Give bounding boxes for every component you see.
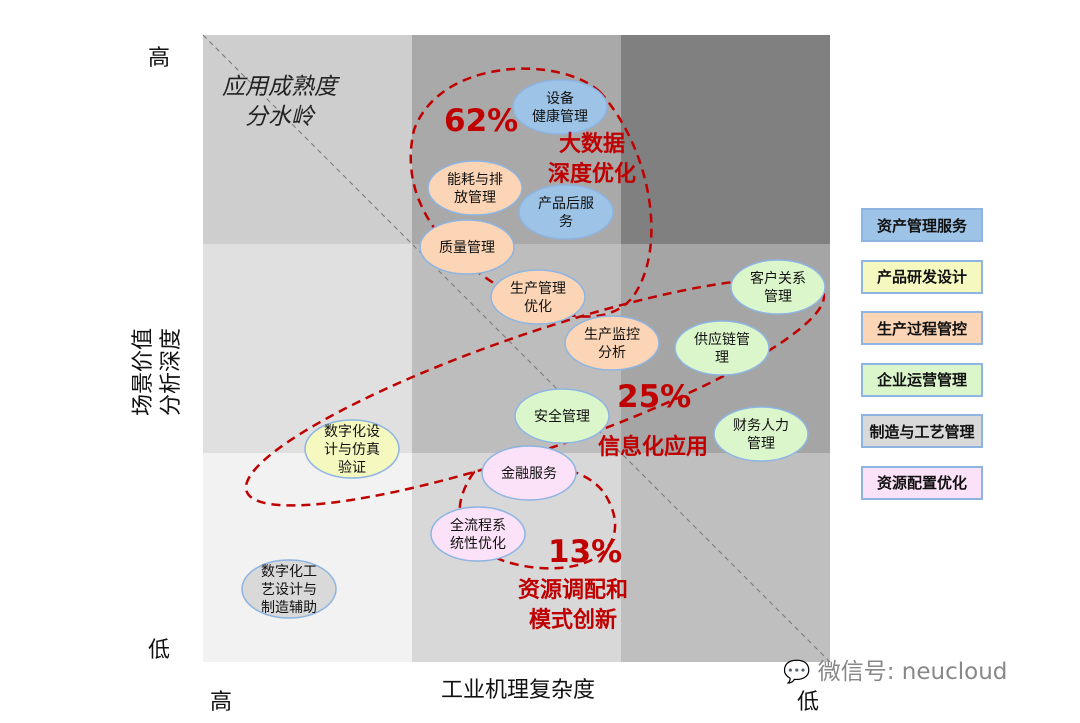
- legend-item: 资产管理服务: [861, 208, 983, 242]
- group-label-25: 信息化应用: [598, 435, 709, 460]
- scenario-label: 数字化工: [261, 564, 317, 580]
- scenario-label: 能耗与排: [447, 172, 503, 188]
- x-axis-title: 工业机理复杂度: [441, 678, 596, 703]
- scenario-ellipse: [564, 315, 660, 371]
- scenario-label: 理: [715, 350, 729, 366]
- scenario-label: 生产监控: [584, 327, 640, 343]
- watershed-label-line-2: 分水岭: [245, 104, 314, 130]
- scenario-ellipse: [490, 269, 586, 325]
- scenario-label: 财务人力: [733, 418, 789, 434]
- y-axis-title-line-1: 场景价值: [131, 328, 156, 417]
- scenario-label: 供应链管: [694, 331, 750, 348]
- group-label-62-line-2: 深度优化: [548, 162, 637, 187]
- scenario-ellipse: [674, 320, 770, 376]
- group-label-62: 大数据 深度优化: [548, 130, 636, 190]
- scenario-label: 数字化设: [324, 424, 380, 440]
- group-label-13-line-1: 资源调配和: [518, 578, 629, 603]
- matrix-cell: [203, 244, 412, 453]
- scenario-ellipse: [518, 184, 614, 240]
- scenario-label: 艺设计与: [261, 582, 317, 598]
- scenario-label: 优化: [524, 299, 552, 315]
- group-label-13-line-2: 模式创新: [529, 608, 618, 633]
- wechat-watermark: 💬 微信号: neucloud: [783, 652, 1007, 686]
- legend-item: 企业运营管理: [861, 362, 983, 397]
- x-axis-low: 低: [797, 690, 820, 715]
- y-axis-title: 场景价值 分析深度: [130, 322, 186, 422]
- scenario-bubble: 安全管理: [514, 388, 610, 444]
- scenario-label: 质量管理: [439, 240, 495, 256]
- scenario-ellipse: [304, 419, 400, 479]
- scenario-label: 全流程系: [450, 517, 506, 534]
- wechat-account: 微信号: neucloud: [817, 659, 1008, 685]
- scenario-ellipse: [730, 259, 826, 315]
- group-percent-13: 13%: [548, 534, 623, 570]
- group-loop-62: [409, 67, 653, 318]
- scenario-label: 计与仿真: [324, 442, 380, 458]
- x-axis-high: 高: [210, 690, 233, 715]
- scenario-ellipse: [713, 406, 809, 462]
- matrix-cell: [621, 35, 830, 244]
- scenario-label: 管理: [764, 289, 792, 305]
- scenario-label: 健康管理: [532, 108, 588, 125]
- scenario-bubble: 金融服务: [481, 445, 577, 501]
- scenario-label: 分析: [598, 345, 626, 361]
- scenario-label: 管理: [747, 436, 775, 452]
- scenario-label: 客户关系: [750, 270, 806, 287]
- group-percent-62: 62%: [444, 103, 519, 139]
- scenario-label: 验证: [338, 460, 366, 476]
- group-label-13: 资源调配和 模式创新: [518, 576, 628, 636]
- watershed-diagonal: [202, 34, 831, 663]
- legend-item: 资源配置优化: [861, 465, 983, 500]
- scenario-label: 生产管理: [510, 281, 566, 297]
- scenario-label: 金融服务: [501, 466, 557, 482]
- y-axis-high: 高: [148, 46, 171, 71]
- y-axis-title-line-2: 分析深度: [159, 328, 184, 417]
- scenario-ellipse: [241, 559, 337, 619]
- matrix-cell: [203, 453, 412, 662]
- scenario-ellipse: [481, 445, 577, 501]
- scenario-label: 安全管理: [534, 408, 590, 425]
- wechat-icon: 💬: [783, 660, 811, 685]
- scenario-label: 务: [559, 214, 573, 230]
- scenario-ellipse: [514, 388, 610, 444]
- scenario-ellipse: [512, 79, 608, 135]
- scenario-ellipse: [419, 219, 515, 275]
- scenario-ellipse: [430, 506, 526, 562]
- group-percent-25: 25%: [617, 379, 692, 415]
- scenario-bubble: 质量管理: [419, 219, 515, 275]
- watershed-label-line-1: 应用成熟度: [222, 74, 337, 100]
- y-axis-low: 低: [148, 638, 171, 663]
- scenario-label: 制造辅助: [261, 600, 317, 616]
- scenario-label: 设备: [546, 90, 574, 107]
- scenario-label: 放管理: [454, 190, 496, 206]
- legend-item: 产品研发设计: [861, 259, 983, 294]
- legend-item: 制造与工艺管理: [861, 414, 983, 448]
- scenario-label: 产品后服: [538, 196, 594, 212]
- legend-item: 生产过程管控: [861, 311, 983, 345]
- scenario-label: 统性优化: [450, 536, 506, 552]
- group-label-62-line-1: 大数据: [559, 132, 626, 157]
- scenario-ellipse: [427, 160, 523, 216]
- watershed-label: 应用成熟度 分水岭: [222, 72, 337, 132]
